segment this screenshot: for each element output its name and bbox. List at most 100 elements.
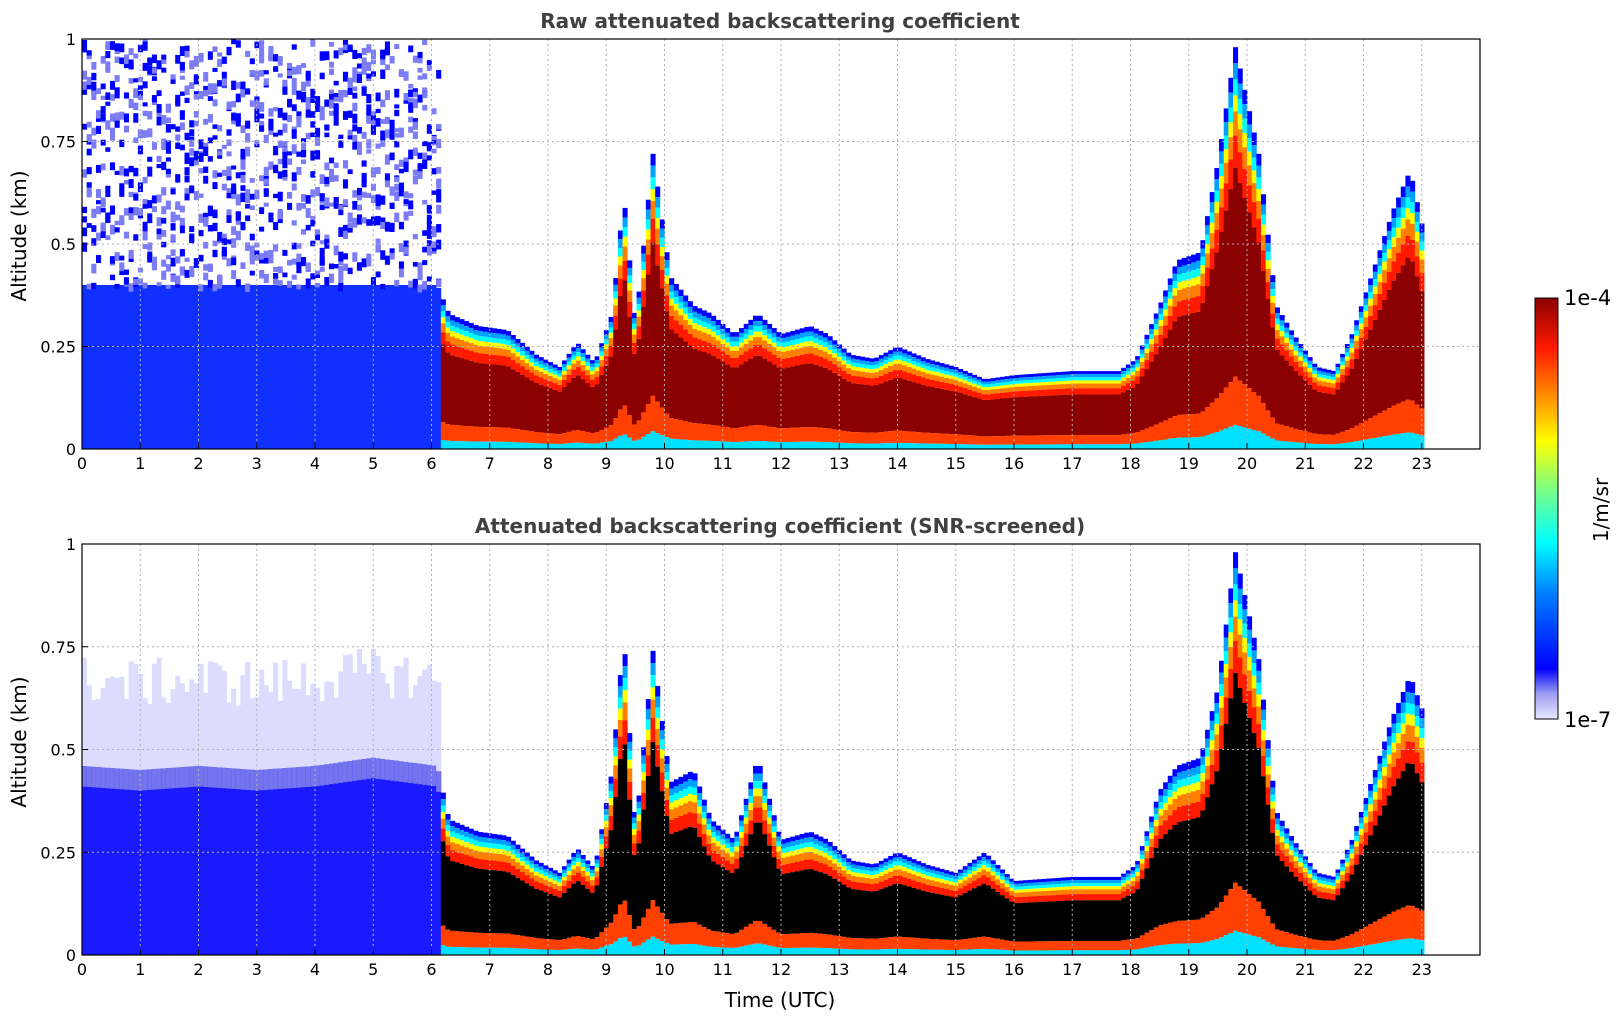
heat-cell: [277, 158, 283, 165]
heat-cell: [1046, 372, 1052, 376]
heatmap-column: [501, 835, 507, 955]
heat-cell: [794, 835, 801, 841]
heat-cell: [431, 136, 437, 141]
heat-cell: [245, 203, 251, 209]
heatmap-column: [1074, 371, 1080, 449]
heat-cell: [548, 375, 554, 382]
heatmap-column: [864, 357, 870, 449]
heat-cell: [911, 862, 917, 867]
heat-cell: [119, 270, 125, 276]
heat-cell: [1079, 374, 1085, 378]
heat-cell: [366, 253, 372, 262]
heat-cell: [268, 769, 274, 955]
heat-cell: [128, 98, 134, 109]
heat-cell: [594, 863, 600, 868]
heat-cell: [440, 305, 446, 312]
heat-cell: [571, 865, 577, 870]
heat-cell: [655, 401, 661, 434]
heat-cell: [119, 285, 125, 449]
heat-cell: [328, 763, 335, 785]
heat-cell: [808, 426, 815, 442]
heat-cell: [109, 41, 116, 50]
heat-cell: [566, 880, 572, 889]
heat-cell: [575, 936, 582, 949]
heat-cell: [1018, 380, 1024, 384]
heat-cell: [1396, 252, 1402, 273]
heat-cell: [599, 932, 605, 948]
heat-cell: [762, 834, 768, 924]
heat-cell: [109, 113, 116, 122]
heatmap-column: [589, 360, 595, 449]
heat-cell: [1344, 356, 1350, 361]
heat-cell: [543, 865, 549, 869]
heat-cell: [235, 40, 241, 48]
heat-cell: [972, 435, 978, 445]
heat-cell: [976, 385, 982, 389]
heat-cell: [510, 934, 516, 949]
heat-cell: [1149, 334, 1155, 340]
heat-cell: [827, 354, 833, 362]
heat-cell: [501, 844, 507, 850]
x-tick-label: 8: [543, 454, 553, 473]
heat-cell: [580, 948, 586, 955]
heat-cell: [515, 948, 521, 955]
heat-cell: [524, 359, 530, 364]
heat-cell: [301, 194, 307, 202]
heatmap-column: [869, 358, 875, 449]
heat-cell: [324, 162, 330, 171]
heat-cell: [925, 868, 931, 873]
heat-cell: [352, 92, 358, 99]
heat-cell: [245, 120, 251, 126]
heat-cell: [664, 295, 670, 312]
heat-cell: [1111, 383, 1117, 389]
heat-cell: [478, 859, 484, 869]
heat-cell: [436, 138, 442, 149]
heatmap-column: [534, 354, 540, 449]
heatmap-column: [1316, 367, 1322, 449]
heatmap-column: [892, 347, 898, 449]
heat-cell: [557, 872, 563, 877]
heat-cell: [958, 888, 964, 896]
heat-cell: [673, 439, 679, 449]
heat-cell: [1265, 260, 1271, 269]
heat-cell: [1139, 353, 1145, 358]
heat-cell: [86, 76, 92, 85]
heat-cell: [142, 199, 148, 209]
heat-cell: [771, 332, 777, 338]
heat-cell: [1228, 137, 1234, 160]
heat-cell: [1177, 437, 1183, 449]
heat-cell: [520, 848, 526, 853]
heat-cell: [1097, 388, 1103, 395]
heat-cell: [953, 385, 959, 392]
heatmap-column: [1391, 208, 1397, 449]
heat-cell: [655, 228, 661, 245]
heat-cell: [776, 858, 782, 869]
heat-cell: [585, 432, 591, 444]
heat-cell: [175, 767, 181, 955]
heat-cell: [1014, 950, 1020, 955]
heat-cell: [109, 94, 116, 101]
heat-cell: [1312, 389, 1318, 434]
heat-cell: [105, 767, 111, 789]
heatmap-column: [930, 360, 936, 449]
heat-cell: [925, 864, 931, 869]
heat-cell: [767, 338, 773, 344]
heat-cell: [804, 326, 810, 332]
heat-cell: [1228, 159, 1234, 190]
heat-cell: [384, 64, 390, 71]
heat-cell: [189, 766, 195, 955]
heat-cell: [622, 434, 628, 449]
heat-cell: [445, 814, 451, 820]
heat-cell: [603, 848, 609, 928]
heat-cell: [482, 947, 488, 955]
heat-cell: [454, 828, 460, 834]
heat-cell: [864, 368, 870, 373]
heat-cell: [1065, 435, 1071, 445]
heat-cell: [953, 876, 959, 880]
heat-cell: [398, 186, 404, 197]
heat-cell: [184, 132, 190, 141]
heat-cell: [650, 900, 656, 937]
heat-cell: [119, 165, 125, 176]
heat-cell: [315, 233, 321, 241]
heat-cell: [725, 870, 731, 934]
